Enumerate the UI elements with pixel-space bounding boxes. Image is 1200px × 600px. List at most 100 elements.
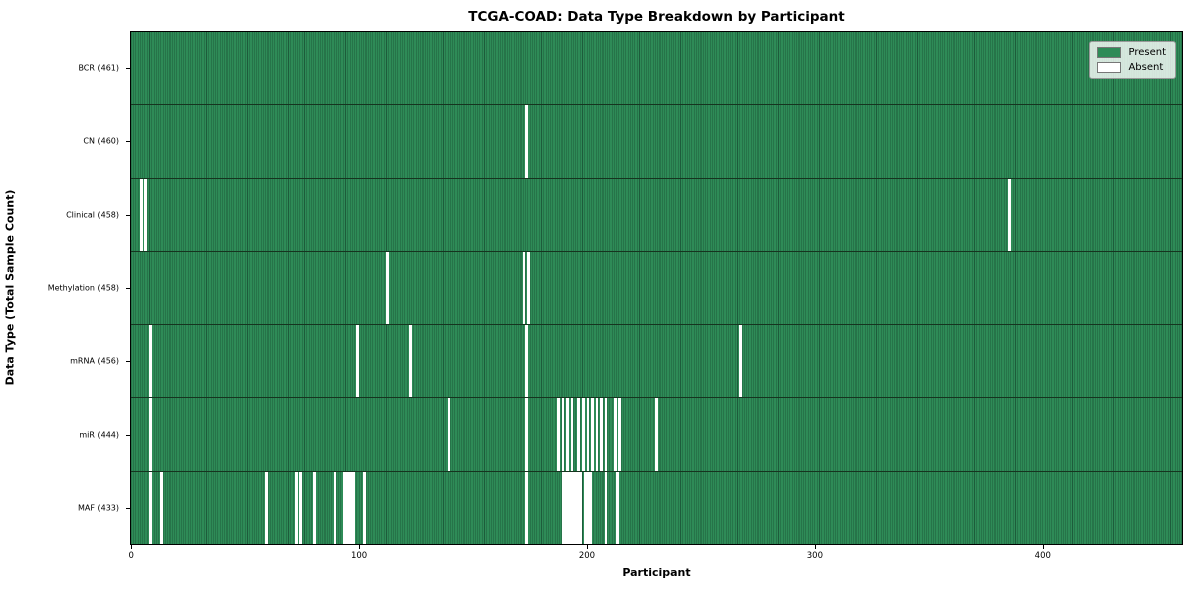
absent-marker [577,398,581,471]
absent-marker [586,471,590,544]
absent-marker [408,325,412,398]
absent-marker [654,398,658,471]
absent-marker [591,398,594,471]
heatmap-rows [131,32,1182,544]
absent-marker [149,398,152,471]
absent-swatch [1097,62,1122,73]
y-tick-mark [126,67,130,69]
absent-marker [144,178,148,251]
x-tick-mark [131,545,133,549]
heatmap-row-cn [131,105,1182,179]
legend-item-present: Present [1097,47,1166,58]
absent-marker [351,471,355,544]
heatmap-row-clinical [131,178,1182,252]
plot-area: Present Absent [130,31,1183,545]
absent-marker [265,471,268,544]
heatmap-row-bcr [131,32,1182,106]
absent-marker [588,471,592,544]
x-tick-mark [1042,545,1044,549]
absent-marker [604,471,608,544]
legend: Present Absent [1089,41,1176,79]
y-tick-mark [126,361,130,363]
y-tick-label: Clinical (458) [66,210,119,220]
absent-marker [313,471,316,544]
absent-marker [149,325,152,398]
absent-marker [570,398,574,471]
absent-marker [299,471,303,544]
absent-marker [579,471,583,544]
chart-title: TCGA-COAD: Data Type Breakdown by Partic… [468,9,845,25]
x-tick-label: 400 [1034,551,1051,561]
absent-marker [160,471,164,544]
absent-marker [139,178,143,251]
absent-marker [527,251,530,325]
absent-marker [616,471,619,544]
absent-marker [525,325,528,398]
y-tick-label: BCR (461) [78,63,119,73]
absent-marker [561,471,565,544]
absent-marker [356,325,360,398]
absent-marker [556,398,560,471]
absent-marker [600,398,603,471]
absent-marker [447,398,451,471]
heatmap-row-maf [131,471,1182,544]
absent-marker [1008,178,1011,251]
absent-marker [575,471,578,544]
absent-marker [386,251,389,325]
y-tick-mark [126,508,130,510]
y-tick-label: Methylation (458) [47,283,119,293]
absent-marker [349,471,353,544]
absent-marker [363,471,366,544]
heatmap-row-mir [131,398,1182,472]
x-tick-mark [586,545,588,549]
heatmap-row-methylation [131,251,1182,326]
y-tick-label: MAF (433) [77,503,119,513]
absent-marker [739,325,742,398]
legend-label-present: Present [1128,47,1166,58]
x-tick-label: 300 [806,551,823,561]
absent-marker [525,105,528,178]
absent-marker [568,471,572,544]
absent-marker [347,471,350,544]
absent-marker [561,398,565,471]
absent-marker [345,471,348,544]
absent-marker [294,471,298,544]
absent-marker [577,471,581,544]
absent-marker [582,398,585,471]
y-tick-label: CN (460) [83,136,119,146]
x-tick-label: 200 [578,551,596,561]
y-tick-mark [126,214,130,216]
absent-marker [522,251,526,325]
absent-marker [342,471,346,544]
x-axis-title: Participant [622,566,691,579]
absent-marker [563,471,567,544]
absent-marker [149,471,152,544]
legend-item-absent: Absent [1097,62,1166,73]
absent-marker [333,471,337,544]
heatmap-row-mrna [131,325,1182,399]
absent-marker [566,471,569,544]
absent-marker [586,398,590,471]
absent-marker [595,398,599,471]
y-tick-mark [126,141,130,143]
absent-marker [566,398,569,471]
y-tick-mark [126,434,130,436]
present-swatch [1097,47,1122,58]
absent-marker [525,471,528,544]
x-tick-label: 0 [128,551,134,561]
absent-marker [613,398,617,471]
y-tick-label: miR (444) [79,430,119,440]
x-tick-mark [359,545,361,549]
y-tick-label: mRNA (456) [70,356,119,366]
legend-label-absent: Absent [1128,62,1164,73]
x-tick-mark [814,545,816,549]
absent-marker [570,471,574,544]
absent-marker [618,398,622,471]
absent-marker [572,471,576,544]
y-tick-mark [126,288,130,289]
absent-marker [604,398,608,471]
absent-marker [525,398,528,471]
x-tick-label: 100 [350,551,368,561]
absent-marker [584,471,587,544]
